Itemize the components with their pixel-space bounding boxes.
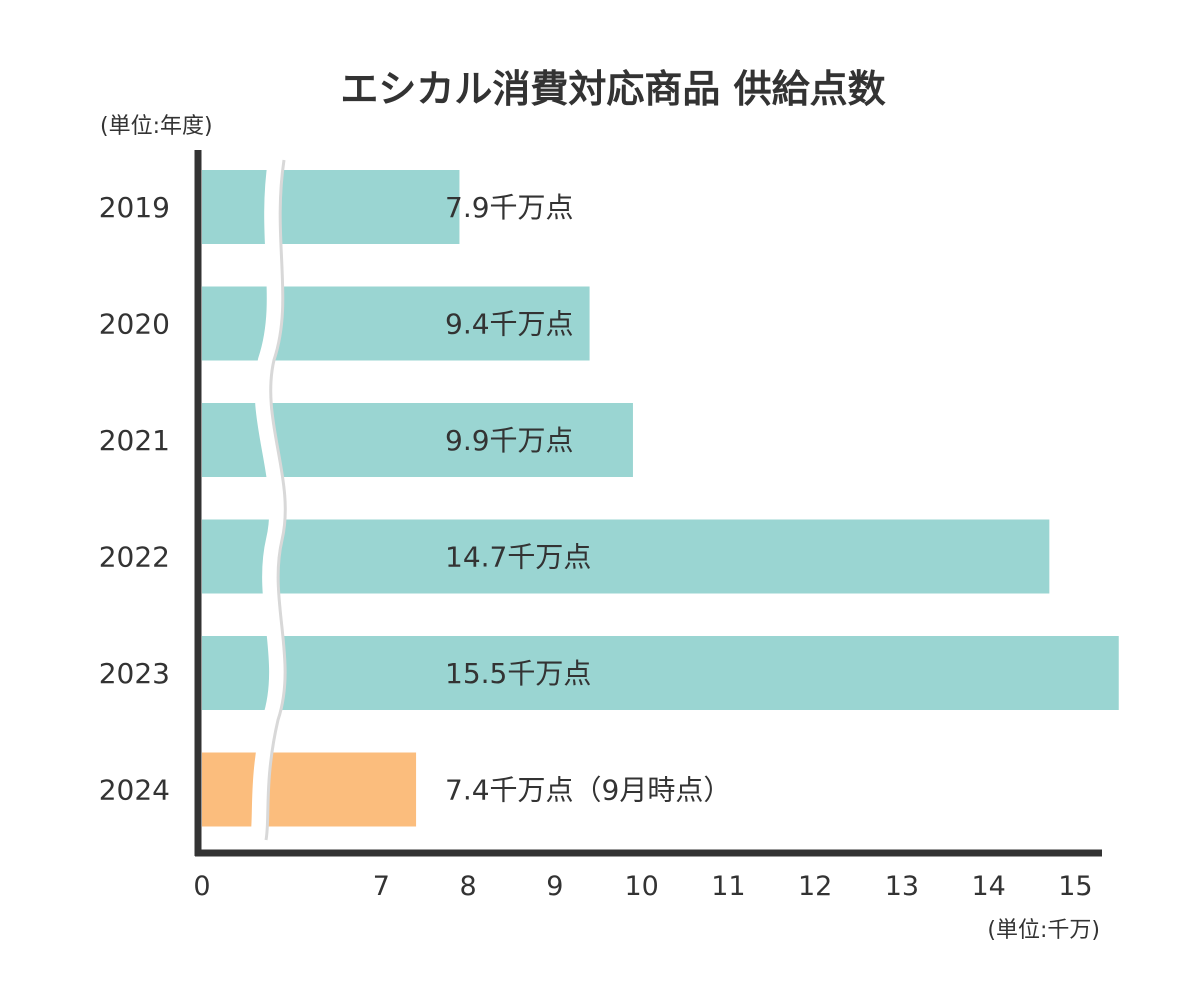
data-label-2021: 9.9千万点 [445,424,574,457]
category-label-2022: 2022 [99,541,170,574]
x-tick-label-12: 12 [798,871,832,902]
data-label-2020: 9.4千万点 [445,308,574,341]
x-tick-label-10: 10 [624,871,658,902]
bar-2019 [202,170,460,244]
axis-break-line [264,159,287,841]
category-label-2023: 2023 [99,657,170,690]
x-tick-label-7: 7 [373,871,390,902]
x-tick-label-11: 11 [711,871,745,902]
y-unit-label: (単位:年度) [100,114,213,139]
chart-title: エシカル消費対応商品 供給点数 [340,67,886,111]
x-tick-label-9: 9 [546,871,563,902]
category-label-2019: 2019 [99,191,170,224]
category-label-2020: 2020 [99,308,170,341]
category-label-2021: 2021 [99,424,170,457]
data-label-2019: 7.9千万点 [445,191,574,224]
data-label-2024: 7.4千万点（9月時点） [445,774,731,807]
data-label-2022: 14.7千万点 [445,541,591,574]
axis-break-mark [250,158,286,842]
x-tick-label-8: 8 [460,871,477,902]
labels-group: 2019 7.9千万点 2020 9.4千万点 2021 9.9千万点 2022 14.7千万… [99,191,1093,902]
data-label-2023: 15.5千万点 [445,657,591,690]
bar-2024 [202,752,417,827]
x-tick-label-15: 15 [1058,871,1092,902]
category-label-2024: 2024 [99,774,170,807]
x-tick-label-13: 13 [885,871,919,902]
bar-2023 [202,636,1119,710]
x-tick-label-0: 0 [193,871,210,902]
bars-group [202,170,1119,827]
x-unit-label: (単位:千万) [987,918,1100,943]
x-tick-label-14: 14 [971,871,1005,902]
bar-2022 [202,519,1050,594]
